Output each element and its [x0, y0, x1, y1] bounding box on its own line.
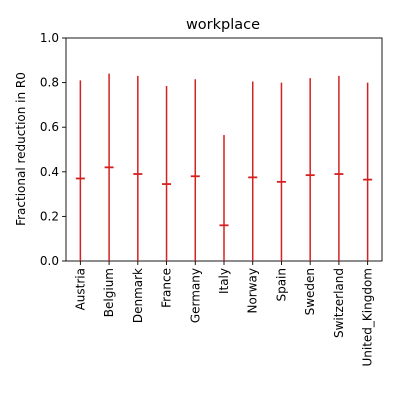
y-tick-label: 0.0: [40, 254, 59, 268]
x-tick-label: Norway: [246, 268, 260, 314]
x-tick-label: United_Kingdom: [361, 268, 375, 367]
y-tick-label: 1.0: [40, 31, 59, 45]
chart-title: workplace: [186, 17, 260, 33]
x-tick-label: Switzerland: [332, 268, 346, 338]
x-tick-label: Sweden: [303, 268, 317, 315]
x-tick-label: Germany: [188, 268, 202, 323]
x-tick-label: Spain: [274, 268, 288, 302]
x-tick-label: Denmark: [131, 268, 145, 323]
plot-area: 0.0 0.2 0.4 0.6 0.8 1.0 Austria Belgium Denmark F…: [40, 31, 383, 367]
x-tick-label: Belgium: [102, 268, 116, 317]
x-tick-label: Italy: [217, 268, 231, 294]
x-tick-label: Austria: [73, 268, 87, 310]
y-axis-label: Fractional reduction in R0: [14, 72, 28, 226]
y-tick-label: 0.4: [40, 165, 59, 179]
y-tick-label: 0.8: [40, 76, 59, 90]
y-tick-label: 0.6: [40, 120, 59, 134]
y-tick-label: 0.2: [40, 209, 59, 223]
x-tick-label: France: [160, 268, 174, 308]
